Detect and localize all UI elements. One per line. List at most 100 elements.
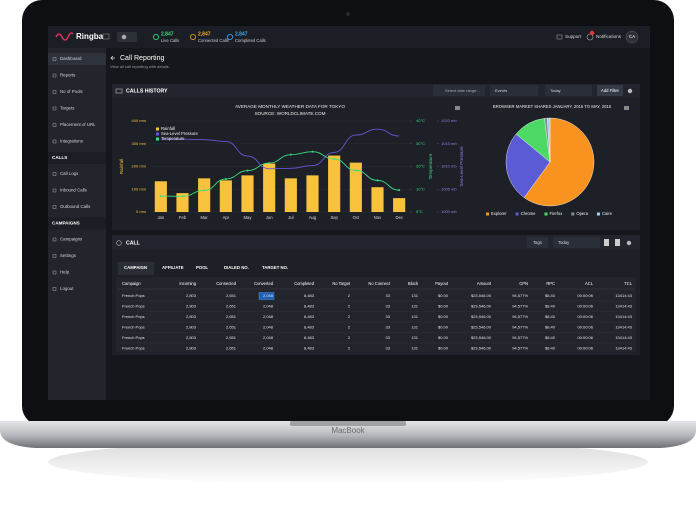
sidebar-item[interactable]: Logout xyxy=(60,286,74,291)
pie-slice xyxy=(523,117,595,207)
point xyxy=(398,189,401,192)
legend-label[interactable]: Chrome xyxy=(521,211,537,216)
tab[interactable]: TARGET NO. xyxy=(262,265,288,270)
chart-title: AVERAGE MONTHLY WEATHER DATA FOR TOKYO xyxy=(235,104,345,109)
table-cell: $0.00 xyxy=(438,293,449,298)
tab[interactable]: DIALED NO. xyxy=(224,265,249,270)
bar xyxy=(263,163,276,212)
sidebar-section xyxy=(48,152,106,164)
table-cell: $8.40 xyxy=(545,325,556,330)
table-cell: 2 xyxy=(348,346,351,351)
settings-button[interactable] xyxy=(117,32,137,42)
y-tick-label: 300 mm xyxy=(132,141,147,146)
panel-title: CALLS HISTORY xyxy=(126,88,168,94)
sidebar-item[interactable]: Outbound Calls xyxy=(60,204,91,209)
pie-slice xyxy=(547,117,551,163)
x-tick-label: Oct xyxy=(353,215,360,220)
chart-menu[interactable] xyxy=(624,106,629,110)
sidebar-icon xyxy=(52,188,57,193)
period-select[interactable] xyxy=(545,85,592,96)
legend-label[interactable]: Sea-Level Pressure xyxy=(161,131,198,136)
table-cell: 13414:43 xyxy=(615,304,632,309)
sidebar-icon xyxy=(52,57,57,61)
table-cell: 2,651 xyxy=(226,314,237,319)
table-cell: 13414:43 xyxy=(615,314,632,319)
bar xyxy=(393,198,406,212)
legend-label[interactable]: Explorer xyxy=(491,211,507,216)
legend-swatch xyxy=(515,212,519,216)
legend-swatch xyxy=(596,212,600,216)
sidebar-item[interactable]: Placement of URL xyxy=(60,122,96,127)
notifications-link[interactable]: Notifications xyxy=(596,34,622,39)
sidebar-item[interactable]: Inbound Calls xyxy=(60,188,88,193)
table-cell: French Pops xyxy=(122,325,145,330)
table-cell: 94,577% xyxy=(512,304,528,309)
sidebar-item[interactable]: No of Pools xyxy=(60,89,84,94)
column-header: Campaign xyxy=(122,281,141,286)
x-tick-label: Aug xyxy=(309,215,317,220)
notch xyxy=(290,421,406,426)
legend-label[interactable]: Rainfall xyxy=(161,126,175,131)
date-range-input[interactable] xyxy=(433,85,485,96)
add-filter-button[interactable] xyxy=(597,85,623,96)
sidebar-item[interactable]: Help xyxy=(60,270,70,275)
tab[interactable]: POOL xyxy=(196,265,209,270)
active-tab[interactable] xyxy=(118,262,154,275)
point xyxy=(268,162,271,165)
export-icon[interactable] xyxy=(615,239,620,246)
table-cell: $23,546.00 xyxy=(471,325,492,330)
table-cell: 8,483 xyxy=(304,314,315,319)
legend-label[interactable]: Firefox xyxy=(550,211,564,216)
sidebar-icon xyxy=(52,270,57,275)
period-label: Today xyxy=(558,240,570,245)
page-subtitle: View all call reporting with details. xyxy=(110,64,170,69)
panel-settings[interactable] xyxy=(627,88,633,94)
table-cell: 00:00:06 xyxy=(577,293,593,298)
point xyxy=(181,195,184,198)
tags-button[interactable] xyxy=(527,237,548,248)
sidebar-item[interactable]: Targets xyxy=(60,106,75,111)
column-header: ACL xyxy=(585,281,594,286)
legend-label[interactable]: Opera xyxy=(576,211,588,216)
legend-label[interactable]: Caire xyxy=(602,211,613,216)
legend-label[interactable]: Temperature xyxy=(161,136,185,141)
legend-swatch xyxy=(544,212,548,216)
table-cell: 8,483 xyxy=(304,293,315,298)
sidebar-item[interactable]: Integrations xyxy=(60,139,84,144)
table-cell: 131 xyxy=(411,325,418,330)
tab[interactable]: CAMPAIGN xyxy=(124,265,147,270)
sidebar-item[interactable]: Call Logs xyxy=(60,171,79,176)
table-cell: $23,546.00 xyxy=(471,314,492,319)
legend-swatch xyxy=(156,127,159,131)
sidebar-item[interactable]: Settings xyxy=(60,253,77,258)
bell-icon[interactable] xyxy=(586,33,594,41)
table-cell: $23,546.00 xyxy=(471,335,492,340)
avatar[interactable] xyxy=(625,30,639,44)
events-label: Events xyxy=(495,88,507,93)
sidebar-icon xyxy=(52,205,57,209)
chart-menu[interactable] xyxy=(455,106,460,110)
sidebar-item[interactable]: Reports xyxy=(60,73,76,78)
table-cell: 13414:43 xyxy=(615,293,632,298)
back-arrow[interactable] xyxy=(110,55,115,61)
point xyxy=(159,195,162,198)
y3-tick-label: 1005 mb xyxy=(441,186,457,191)
top-bar xyxy=(48,26,650,48)
table-cell: 2,803 xyxy=(186,335,197,340)
menu-icon[interactable] xyxy=(102,33,110,40)
bar xyxy=(198,178,211,212)
sidebar-item[interactable]: Dashboard xyxy=(60,56,82,61)
table-cell: 94,577% xyxy=(512,314,528,319)
events-select[interactable] xyxy=(490,85,538,96)
export-icon[interactable] xyxy=(604,239,609,246)
panel-settings[interactable] xyxy=(626,240,632,246)
sidebar-item[interactable]: Campaigns xyxy=(60,237,83,242)
tags-label: Tags xyxy=(533,240,542,245)
sidebar-icon xyxy=(52,73,57,78)
shadow xyxy=(48,440,648,484)
line-series xyxy=(160,151,400,197)
period-select[interactable] xyxy=(553,237,600,248)
support-link[interactable]: Support xyxy=(565,34,582,39)
table-cell: 2,048 xyxy=(263,293,274,298)
tab[interactable]: AFFILIATE xyxy=(162,265,184,270)
